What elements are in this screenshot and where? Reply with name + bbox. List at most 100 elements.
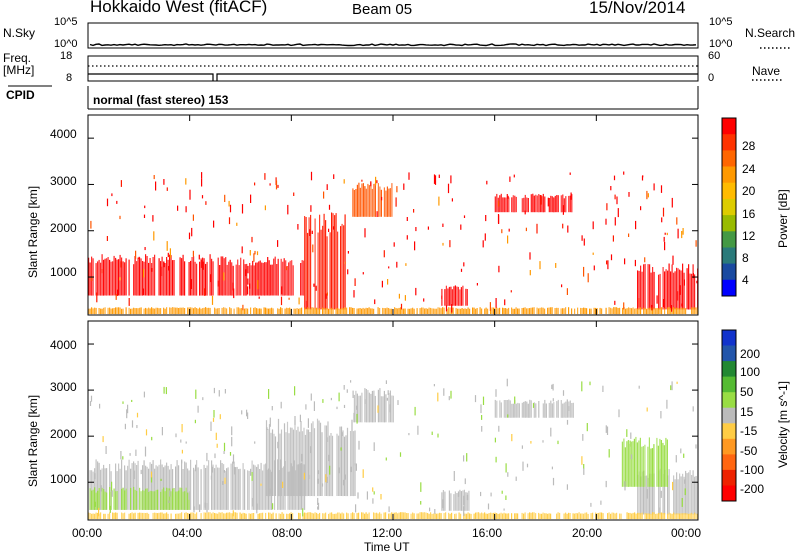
- echo-point: [317, 478, 319, 484]
- echo-point: [168, 500, 170, 503]
- echo-point: [163, 386, 165, 394]
- data-stripe: [514, 399, 516, 418]
- colorbar-cell: [722, 454, 736, 471]
- data-stripe: [256, 308, 258, 315]
- data-stripe: [491, 307, 493, 314]
- data-stripe: [121, 308, 123, 315]
- data-stripe: [95, 263, 97, 296]
- data-stripe: [670, 307, 672, 315]
- data-stripe: [521, 512, 523, 519]
- data-stripe: [691, 512, 693, 519]
- data-stripe: [694, 512, 696, 520]
- data-stripe: [656, 308, 658, 315]
- data-stripe: [568, 512, 570, 520]
- data-stripe: [335, 308, 337, 315]
- data-stripe: [650, 513, 652, 520]
- data-stripe: [335, 513, 337, 520]
- echo-point: [438, 174, 440, 178]
- data-stripe: [359, 395, 361, 423]
- echo-point: [210, 475, 212, 480]
- data-stripe: [95, 307, 97, 314]
- echo-point: [612, 235, 614, 242]
- echo-point: [434, 509, 436, 514]
- data-stripe: [533, 307, 535, 315]
- echo-point: [257, 280, 259, 290]
- data-stripe: [506, 400, 508, 418]
- data-stripe: [122, 261, 124, 296]
- data-stripe: [242, 512, 244, 520]
- data-stripe: [257, 308, 259, 315]
- data-stripe: [326, 307, 328, 315]
- data-stripe: [433, 513, 435, 520]
- echo-point: [352, 390, 354, 398]
- echo-point: [385, 457, 387, 461]
- data-stripe: [299, 513, 301, 520]
- data-stripe: [649, 473, 651, 515]
- echo-point: [607, 260, 609, 270]
- data-stripe: [568, 307, 570, 315]
- data-stripe: [270, 264, 272, 296]
- echo-point: [589, 381, 591, 386]
- data-stripe: [688, 513, 690, 520]
- data-stripe: [496, 400, 498, 418]
- data-stripe: [484, 308, 486, 315]
- data-stripe: [410, 308, 412, 315]
- data-stripe: [286, 513, 288, 520]
- echo-point: [181, 424, 183, 433]
- data-stripe: [191, 512, 193, 520]
- data-stripe: [511, 307, 513, 314]
- data-stripe: [659, 308, 661, 314]
- data-stripe: [353, 308, 355, 315]
- data-stripe: [343, 436, 346, 496]
- echo-point: [213, 387, 215, 394]
- data-stripe: [451, 289, 453, 306]
- data-stripe: [107, 257, 109, 296]
- echo-point: [663, 236, 665, 242]
- data-stripe: [640, 476, 642, 515]
- data-stripe: [241, 308, 243, 315]
- echo-point: [681, 303, 683, 307]
- data-stripe: [455, 513, 457, 520]
- data-stripe: [499, 400, 501, 418]
- echo-point: [413, 209, 415, 213]
- echo-point: [122, 401, 124, 404]
- data-stripe: [674, 308, 676, 314]
- data-stripe: [635, 436, 637, 487]
- data-stripe: [92, 489, 94, 510]
- data-stripe: [154, 512, 156, 520]
- echo-point: [175, 433, 177, 438]
- echo-point: [463, 495, 465, 506]
- data-stripe: [524, 194, 526, 213]
- data-stripe: [673, 272, 675, 310]
- data-stripe: [106, 468, 108, 510]
- echo-point: [653, 183, 655, 191]
- data-stripe: [521, 308, 523, 315]
- data-stripe: [532, 307, 534, 315]
- data-stripe: [511, 403, 513, 418]
- data-stripe: [136, 308, 138, 315]
- echo-point: [646, 489, 648, 499]
- data-stripe: [465, 288, 467, 306]
- data-stripe: [437, 513, 439, 520]
- data-stripe: [244, 469, 246, 510]
- data-stripe: [460, 287, 462, 306]
- data-stripe: [212, 464, 214, 510]
- data-stripe: [467, 512, 469, 519]
- scatter-region: [494, 193, 573, 213]
- data-stripe: [364, 186, 366, 217]
- data-stripe: [176, 307, 178, 314]
- freq-trace: [88, 73, 698, 81]
- data-stripe: [362, 307, 364, 314]
- echo-point: [277, 184, 279, 188]
- data-stripe: [653, 473, 655, 515]
- data-stripe: [683, 308, 685, 314]
- colorbar-cell: [722, 407, 736, 424]
- data-stripe: [353, 394, 355, 423]
- data-stripe: [563, 308, 565, 314]
- data-stripe: [459, 289, 461, 306]
- echo-point: [623, 302, 625, 310]
- echo-point: [342, 479, 344, 486]
- data-stripe: [116, 471, 118, 510]
- data-stripe: [185, 462, 187, 510]
- data-stripe: [285, 432, 287, 497]
